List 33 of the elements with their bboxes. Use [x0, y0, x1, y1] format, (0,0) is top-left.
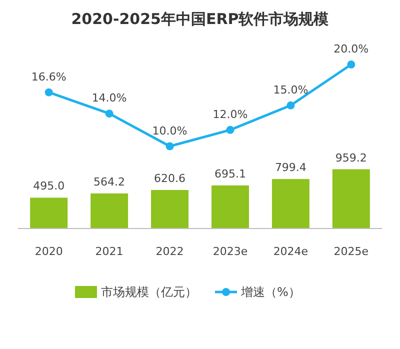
bar [211, 185, 249, 228]
data-label: 10.0% [152, 124, 188, 138]
point [105, 110, 114, 118]
x-tick-label: 2023e [212, 245, 248, 258]
bar [332, 169, 370, 228]
data-label: 15.0% [273, 83, 308, 96]
data-label: 20.0% [334, 42, 369, 56]
data-label: 14.0% [92, 92, 127, 105]
x-tick-label: 2024e [273, 245, 308, 258]
bar [151, 190, 189, 228]
point [44, 88, 53, 96]
legend-label: 增速（%） [240, 285, 300, 299]
data-label: 620.6 [154, 172, 186, 185]
x-tick-label: 2020 [34, 245, 63, 258]
data-label: 16.6% [31, 70, 66, 84]
bar [30, 198, 68, 228]
data-label: 495.0 [33, 180, 65, 193]
point [286, 101, 295, 110]
x-tick-label: 2022 [156, 245, 184, 258]
x-tick-label: 2025e [334, 245, 369, 258]
point [226, 126, 234, 134]
data-label: 564.2 [94, 175, 126, 188]
data-label: 799.4 [274, 161, 306, 174]
legend-label: 市场规模（亿元） [101, 285, 197, 299]
bar [272, 179, 310, 228]
chart-title: 2020-2025年中国ERP软件市场规模 [71, 10, 330, 28]
data-label: 959.2 [335, 151, 367, 164]
data-label: 12.0% [212, 108, 248, 121]
bar [90, 193, 128, 228]
point [347, 60, 356, 69]
x-tick-label: 2021 [95, 245, 124, 258]
point [166, 142, 174, 150]
data-label: 695.1 [214, 167, 246, 180]
